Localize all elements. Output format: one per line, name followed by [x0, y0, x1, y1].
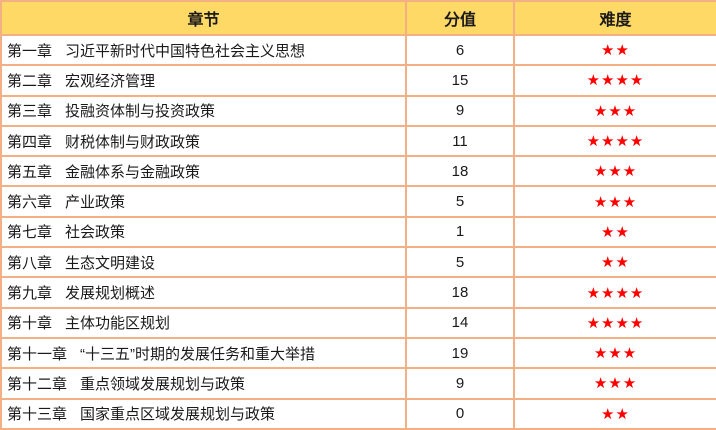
difficulty-stars: ★★ [513, 397, 716, 430]
difficulty-stars: ★★ [513, 246, 716, 279]
table-row: 第四章 财税体制与财政政策 11 ★★★★ [0, 124, 716, 158]
header-row: 章节 分值 难度 [0, 0, 716, 36]
difficulty-stars: ★★★★ [513, 124, 716, 158]
difficulty-stars: ★★★★ [513, 64, 716, 97]
chapter-cell: 第五章 金融体系与金融政策 [0, 155, 407, 188]
score-cell: 9 [405, 94, 515, 127]
score-cell: 1 [405, 215, 515, 249]
chapter-cell: 第四章 财税体制与财政政策 [0, 124, 407, 158]
chapter-number: 第十一章 [7, 345, 68, 363]
chapter-cell: 第六章 产业政策 [0, 185, 407, 218]
chapter-cell: 第九章 发展规划概述 [0, 276, 407, 309]
difficulty-stars: ★★★ [513, 336, 716, 370]
table-row: 第十三章 国家重点区域发展规划与政策 0 ★★ [0, 397, 716, 430]
chapter-number: 第四章 [7, 133, 53, 151]
score-cell: 6 [405, 33, 515, 67]
header-difficulty: 难度 [513, 0, 716, 36]
chapter-title: 财税体制与财政政策 [65, 133, 201, 151]
chapter-number: 第七章 [7, 224, 53, 242]
chapter-title: 宏观经济管理 [65, 72, 156, 90]
chapter-title: 投融资体制与投资政策 [65, 103, 216, 121]
score-cell: 19 [405, 336, 515, 370]
chapter-number: 第十章 [7, 315, 53, 333]
table-row: 第七章 社会政策 1 ★★ [0, 215, 716, 249]
table-row: 第九章 发展规划概述 18 ★★★★ [0, 276, 716, 309]
table-row: 第六章 产业政策 5 ★★★ [0, 185, 716, 218]
table-row: 第五章 金融体系与金融政策 18 ★★★ [0, 155, 716, 188]
chapter-title: 产业政策 [65, 194, 126, 212]
chapter-number: 第一章 [7, 42, 53, 60]
table-row: 第三章 投融资体制与投资政策 9 ★★★ [0, 94, 716, 127]
chapter-title: 习近平新时代中国特色社会主义思想 [65, 42, 306, 60]
chapter-title: 金融体系与金融政策 [65, 163, 201, 181]
score-cell: 18 [405, 276, 515, 309]
score-cell: 18 [405, 155, 515, 188]
chapter-number: 第六章 [7, 194, 53, 212]
table-row: 第一章 习近平新时代中国特色社会主义思想 6 ★★ [0, 33, 716, 67]
difficulty-stars: ★★★ [513, 155, 716, 188]
chapter-cell: 第十三章 国家重点区域发展规划与政策 [0, 397, 407, 430]
chapter-title: 发展规划概述 [65, 285, 156, 303]
chapter-title: “十三五”时期的发展任务和重大举措 [80, 345, 316, 363]
table-row: 第十一章 “十三五”时期的发展任务和重大举措 19 ★★★ [0, 336, 716, 370]
score-cell: 11 [405, 124, 515, 158]
chapter-title: 主体功能区规划 [65, 315, 171, 333]
chapter-cell: 第七章 社会政策 [0, 215, 407, 249]
chapter-number: 第二章 [7, 72, 53, 90]
score-cell: 14 [405, 306, 515, 339]
difficulty-stars: ★★★ [513, 94, 716, 127]
score-cell: 15 [405, 64, 515, 97]
chapter-cell: 第八章 生态文明建设 [0, 246, 407, 279]
table-row: 第八章 生态文明建设 5 ★★ [0, 246, 716, 279]
difficulty-stars: ★★★ [513, 185, 716, 218]
score-cell: 0 [405, 397, 515, 430]
chapter-cell: 第三章 投融资体制与投资政策 [0, 94, 407, 127]
chapter-title: 社会政策 [65, 224, 126, 242]
chapter-cell: 第十二章 重点领域发展规划与政策 [0, 367, 407, 400]
difficulty-stars: ★★★★ [513, 276, 716, 309]
difficulty-stars: ★★ [513, 215, 716, 249]
chapter-cell: 第二章 宏观经济管理 [0, 64, 407, 97]
chapter-number: 第八章 [7, 254, 53, 272]
chapter-number: 第十二章 [7, 375, 68, 393]
header-chapter: 章节 [0, 0, 407, 36]
difficulty-stars: ★★★ [513, 367, 716, 400]
difficulty-stars: ★★★★ [513, 306, 716, 339]
score-cell: 5 [405, 246, 515, 279]
chapter-cell: 第十章 主体功能区规划 [0, 306, 407, 339]
header-score: 分值 [405, 0, 515, 36]
chapter-number: 第九章 [7, 285, 53, 303]
chapter-cell: 第十一章 “十三五”时期的发展任务和重大举措 [0, 336, 407, 370]
chapter-title: 国家重点区域发展规划与政策 [80, 406, 276, 424]
table-body: 第一章 习近平新时代中国特色社会主义思想 6 ★★ 第二章 宏观经济管理 15 ★★… [0, 33, 716, 430]
table-row: 第十二章 重点领域发展规划与政策 9 ★★★ [0, 367, 716, 400]
score-cell: 9 [405, 367, 515, 400]
chapter-number: 第五章 [7, 163, 53, 181]
score-cell: 5 [405, 185, 515, 218]
table-row: 第十章 主体功能区规划 14 ★★★★ [0, 306, 716, 339]
chapter-number: 第三章 [7, 103, 53, 121]
chapter-title: 重点领域发展规划与政策 [80, 375, 246, 393]
chapter-cell: 第一章 习近平新时代中国特色社会主义思想 [0, 33, 407, 67]
difficulty-stars: ★★ [513, 33, 716, 67]
table-row: 第二章 宏观经济管理 15 ★★★★ [0, 64, 716, 97]
chapter-number: 第十三章 [7, 406, 68, 424]
chapter-title: 生态文明建设 [65, 254, 156, 272]
